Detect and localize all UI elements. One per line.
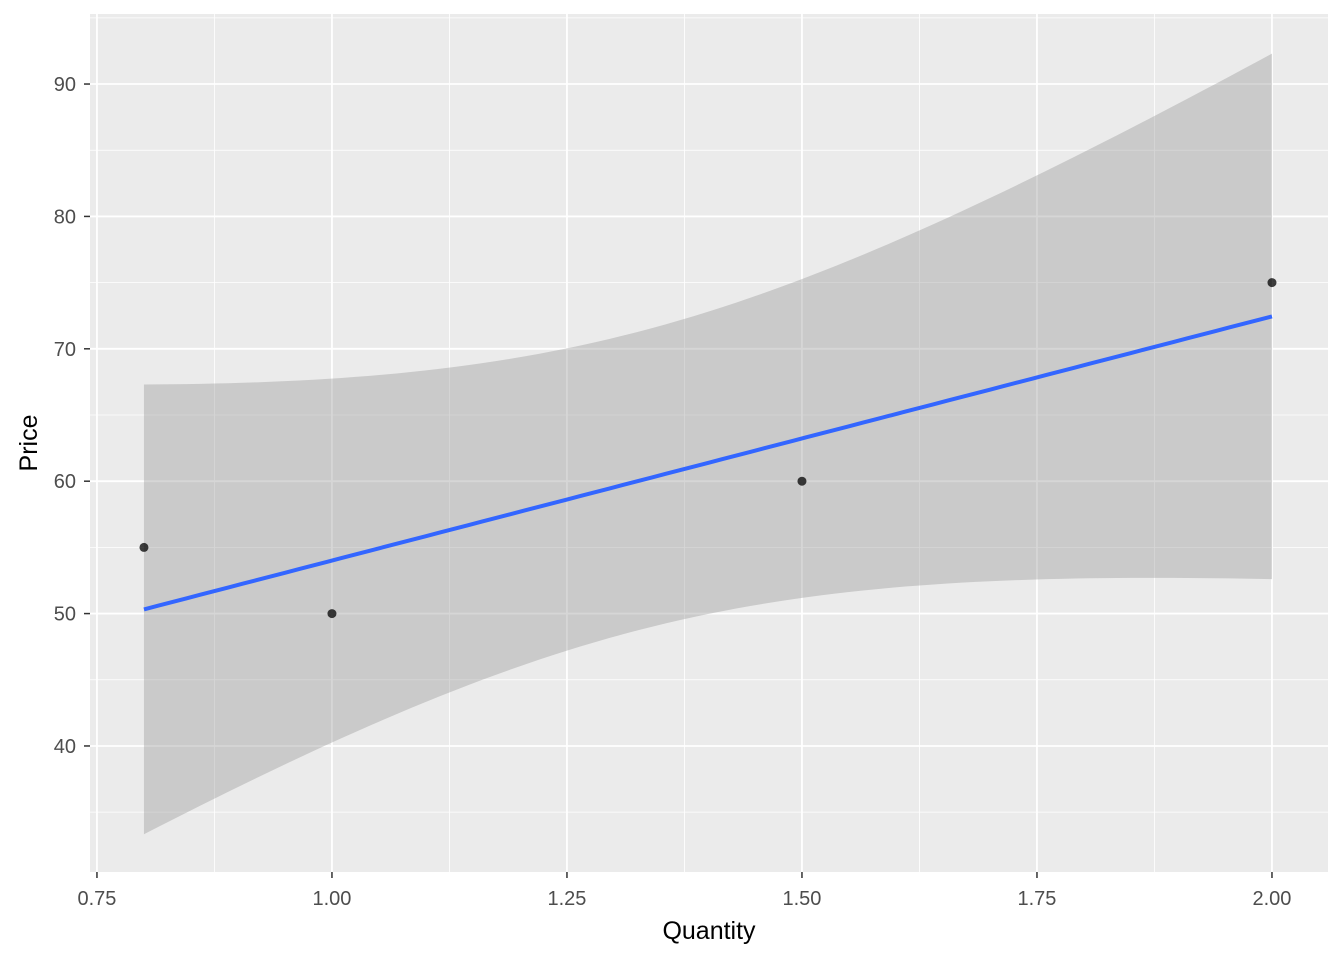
minor-gridlines: [90, 14, 1328, 872]
x-tick-label: 2.00: [1253, 888, 1292, 910]
plot-panel: [90, 14, 1328, 872]
regression-line: [143, 314, 1273, 612]
regression-line-group: [143, 314, 1273, 612]
x-tick-label: 1.50: [782, 888, 821, 910]
x-tick-label: 1.75: [1018, 888, 1057, 910]
y-tick-label: 60: [54, 471, 76, 493]
data-point: [139, 542, 149, 552]
x-tick-label: 0.75: [77, 888, 116, 910]
x-axis: 0.75 1.00 1.25 1.50 1.75 2.00: [77, 872, 1291, 910]
y-tick-label: 90: [54, 74, 76, 96]
x-tick-label: 1.00: [312, 888, 351, 910]
x-axis-title: Quantity: [662, 917, 756, 945]
y-tick-label: 80: [54, 206, 76, 228]
data-point: [1267, 278, 1277, 288]
data-point: [327, 609, 337, 619]
y-tick-label: 70: [54, 339, 76, 361]
data-points: [139, 278, 1277, 619]
y-tick-label: 50: [54, 604, 76, 626]
y-axis-title: Price: [15, 415, 43, 472]
y-axis: 40 50 60 70 80 90: [54, 74, 90, 758]
y-tick-label: 40: [54, 736, 76, 758]
x-tick-label: 1.25: [547, 888, 586, 910]
data-point: [797, 476, 807, 486]
confidence-ribbon: [143, 53, 1272, 835]
confidence-band: [143, 53, 1272, 835]
major-gridlines: [90, 14, 1328, 872]
